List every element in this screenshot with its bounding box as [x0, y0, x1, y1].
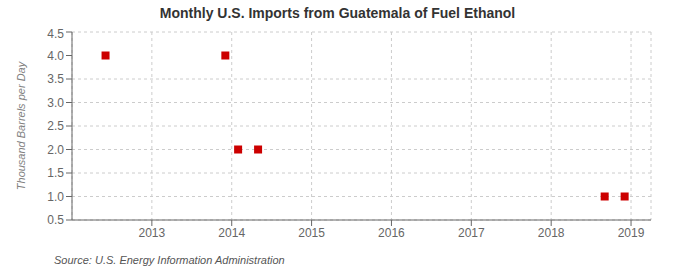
svg-text:2.5: 2.5 [47, 119, 64, 133]
svg-text:Thousand Barrels per Day: Thousand Barrels per Day [15, 60, 27, 190]
svg-text:4.5: 4.5 [47, 27, 64, 41]
svg-text:1.0: 1.0 [47, 190, 64, 204]
svg-text:3.0: 3.0 [47, 96, 64, 110]
svg-text:1.5: 1.5 [47, 166, 64, 180]
html-text:Source: U.S. Energy Informatio: Source: U.S. Energy Information Administ… [54, 254, 285, 266]
svg-text:2018: 2018 [538, 226, 565, 240]
svg-text:2019: 2019 [618, 226, 645, 240]
svg-text:2014: 2014 [218, 226, 245, 240]
svg-text:2.0: 2.0 [47, 143, 64, 157]
svg-text:4.0: 4.0 [47, 49, 64, 63]
svg-text:2016: 2016 [378, 226, 405, 240]
svg-text:3.5: 3.5 [47, 72, 64, 86]
svg-text:2015: 2015 [298, 226, 325, 240]
svg-text:0.5: 0.5 [47, 213, 64, 227]
svg-text:2013: 2013 [139, 226, 166, 240]
html-text:Monthly U.S. Imports from Guat: Monthly U.S. Imports from Guatemala of F… [159, 5, 516, 21]
svg-text:2017: 2017 [458, 226, 485, 240]
